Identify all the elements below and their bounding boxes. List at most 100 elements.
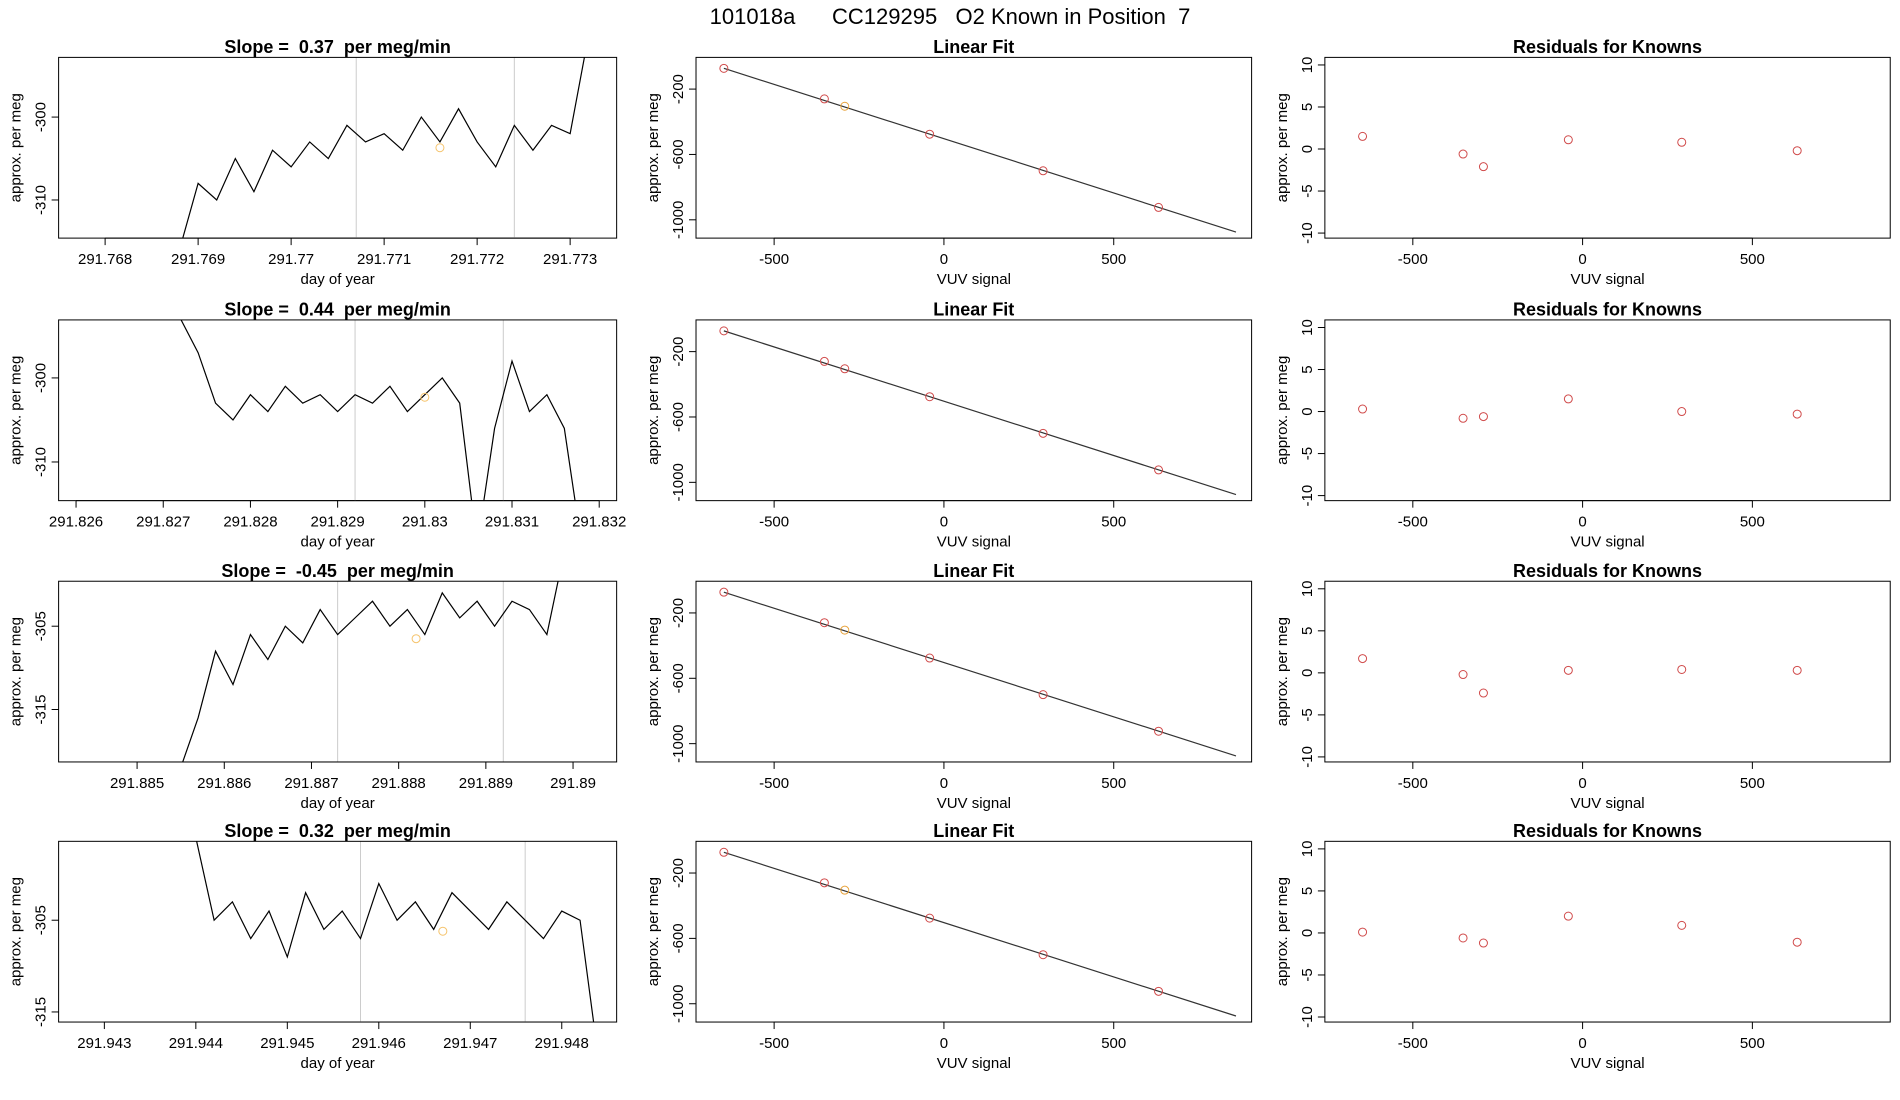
x-tick-label: 291.943	[77, 1035, 131, 1052]
x-tick-label: 291.888	[372, 775, 426, 792]
point	[840, 101, 850, 111]
y-tick-label: -305	[33, 611, 50, 641]
panel: Residuals for Knowns -500 0 500 -10 -5 0 5 10 VUV…	[1274, 561, 1891, 812]
highlight-point	[411, 634, 421, 644]
y-tick-label: -1000	[670, 724, 687, 762]
plot-box	[695, 580, 1253, 763]
y-axis-title: approx. per meg	[8, 877, 25, 986]
point	[819, 94, 829, 104]
y-tick-label: -600	[670, 402, 687, 432]
x-tick-label: 291.828	[223, 514, 277, 531]
plot-box	[695, 319, 1253, 502]
x-tick-label: 291.946	[352, 1035, 406, 1052]
point	[1478, 688, 1488, 698]
series-line	[196, 841, 595, 1023]
plot-area	[719, 326, 1237, 496]
plot-area	[1358, 654, 1802, 698]
panel: Slope = -0.45 per meg/min 291.885 291.886 2…	[8, 561, 618, 812]
figure-title: 101018a CC129295 O2 Known in Position 7	[710, 4, 1191, 29]
y-tick-label: 0	[1299, 407, 1316, 415]
plot-box	[58, 56, 618, 239]
y-axis-title: approx. per meg	[645, 617, 662, 726]
x-tick-label: 0	[940, 251, 948, 268]
y-tick-label: -300	[33, 102, 50, 132]
point	[1478, 412, 1488, 422]
plot-area	[719, 587, 1237, 757]
y-tick-label: 5	[1299, 365, 1316, 373]
x-tick-label: 291.944	[169, 1035, 223, 1052]
y-tick-label: -310	[33, 185, 50, 215]
x-tick-label: 291.89	[550, 775, 596, 792]
x-tick-label: 291.829	[311, 514, 365, 531]
point	[1792, 937, 1802, 947]
panel-title: Slope = 0.44 per meg/min	[224, 300, 451, 320]
plot-box	[58, 580, 618, 763]
y-tick-label: -600	[670, 663, 687, 693]
x-tick-label: -500	[1398, 775, 1428, 792]
x-axis-title: VUV signal	[1570, 795, 1644, 812]
plot-box	[695, 840, 1253, 1023]
y-axis-title: approx. per meg	[1274, 877, 1291, 986]
x-tick-label: 291.827	[136, 514, 190, 531]
point	[1677, 664, 1687, 674]
plot-area	[1358, 394, 1802, 423]
panel: Linear Fit -500 0 500 -1000 -600 -200 VUV signa…	[645, 821, 1253, 1072]
panel-title: Residuals for Knowns	[1513, 561, 1702, 581]
plot-box	[695, 56, 1253, 239]
y-tick-label: -1000	[670, 201, 687, 239]
highlight-point	[435, 143, 445, 153]
y-tick-label: 10	[1299, 57, 1316, 74]
y-tick-label: 0	[1299, 145, 1316, 153]
panel-title: Linear Fit	[933, 561, 1014, 581]
panel-title: Slope = -0.45 per meg/min	[221, 561, 454, 581]
panel-title: Linear Fit	[933, 821, 1014, 841]
x-tick-label: 291.886	[197, 775, 251, 792]
y-tick-label: -10	[1299, 222, 1316, 244]
fit-line	[723, 591, 1237, 757]
panel: Slope = 0.44 per meg/min 291.826 291.827 29…	[8, 300, 627, 551]
point	[1154, 726, 1164, 736]
y-tick-label: -5	[1299, 447, 1316, 460]
point	[1563, 911, 1573, 921]
x-tick-label: 291.769	[171, 251, 225, 268]
point	[1792, 665, 1802, 675]
x-tick-label: 291.773	[543, 251, 597, 268]
point	[1038, 428, 1048, 438]
x-tick-label: -500	[759, 251, 789, 268]
x-tick-label: 0	[1578, 1035, 1586, 1052]
y-axis-title: approx. per meg	[1274, 356, 1291, 465]
plot-area	[1358, 131, 1802, 172]
y-tick-label: -10	[1299, 746, 1316, 768]
y-tick-label: -10	[1299, 1006, 1316, 1028]
point	[1154, 986, 1164, 996]
y-tick-label: -10	[1299, 485, 1316, 507]
point	[719, 587, 729, 597]
x-tick-label: -500	[1398, 514, 1428, 531]
panel-title: Linear Fit	[933, 300, 1014, 320]
x-tick-label: 500	[1101, 1035, 1126, 1052]
x-tick-label: 291.831	[485, 514, 539, 531]
y-tick-label: -600	[670, 139, 687, 169]
panel-title: Residuals for Knowns	[1513, 821, 1702, 841]
series-line	[180, 319, 576, 501]
point	[1038, 166, 1048, 176]
x-tick-label: 500	[1740, 514, 1765, 531]
panel: Residuals for Knowns -500 0 500 -10 -5 0 5 10 VUV…	[1274, 821, 1891, 1072]
point	[840, 625, 850, 635]
point	[1478, 162, 1488, 172]
y-tick-label: 10	[1299, 580, 1316, 597]
point	[719, 847, 729, 857]
x-tick-label: 291.768	[78, 251, 132, 268]
y-tick-label: -5	[1299, 184, 1316, 197]
plot-area	[719, 847, 1237, 1017]
panel: Linear Fit -500 0 500 -1000 -600 -200 VUV signa…	[645, 561, 1253, 812]
y-tick-label: 5	[1299, 887, 1316, 895]
panel: Slope = 0.37 per meg/min 291.768 291.769 29…	[8, 37, 618, 288]
x-tick-label: 291.887	[284, 775, 338, 792]
panel: Slope = 0.32 per meg/min 291.943 291.944 29…	[8, 821, 618, 1072]
x-tick-label: -500	[759, 1035, 789, 1052]
x-tick-label: 291.772	[450, 251, 504, 268]
y-axis-title: approx. per meg	[8, 617, 25, 726]
